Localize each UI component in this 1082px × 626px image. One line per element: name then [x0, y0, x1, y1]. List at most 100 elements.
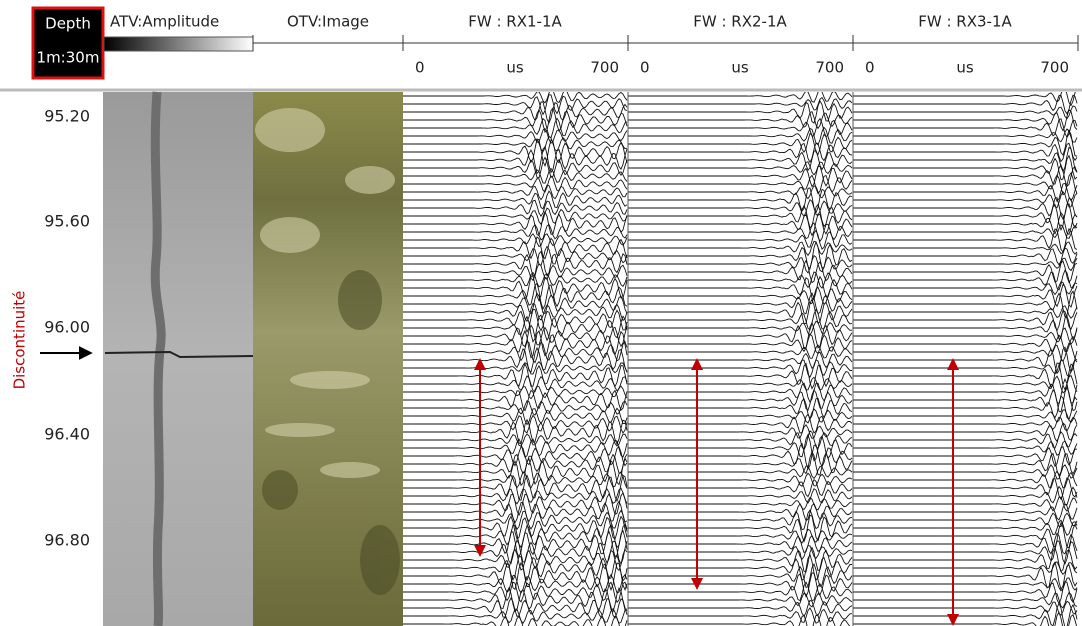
waveform-trace	[628, 126, 853, 146]
waveform-track	[853, 92, 1078, 626]
waveform-trace	[403, 385, 628, 400]
waveform-trace	[628, 161, 853, 176]
waveform-trace	[403, 597, 628, 619]
waveform-trace	[628, 149, 853, 172]
waveform-trace	[853, 577, 1078, 592]
waveform-trace	[628, 413, 853, 434]
waveform-trace	[628, 254, 853, 274]
waveform-trace	[853, 359, 1078, 378]
waveform-trace	[403, 615, 628, 626]
waveform-trace	[853, 580, 1078, 605]
track-scale-label: 700	[590, 59, 619, 77]
waveforms	[403, 92, 1078, 626]
waveform-trace	[853, 422, 1078, 443]
track-scale-label: 0	[640, 59, 650, 77]
waveform-trace	[853, 496, 1078, 512]
waveform-trace	[403, 309, 628, 334]
waveform-trace	[853, 309, 1078, 332]
waveform-trace	[628, 292, 853, 315]
waveform-trace	[403, 407, 628, 426]
waveform-trace	[853, 241, 1078, 255]
waveform-trace	[403, 210, 628, 237]
waveform-trace	[628, 111, 853, 130]
waveform-trace	[853, 502, 1078, 521]
waveform-trace	[403, 314, 628, 343]
waveform-trace	[853, 118, 1078, 139]
waveform-trace	[628, 333, 853, 355]
waveform-trace	[403, 236, 628, 260]
waveform-trace	[403, 271, 628, 288]
waveform-trace	[403, 101, 628, 124]
waveform-trace	[628, 259, 853, 284]
waveform-trace	[853, 470, 1078, 489]
waveform-trace	[853, 211, 1078, 236]
waveform-trace	[853, 342, 1078, 363]
waveform-trace	[403, 107, 628, 133]
waveform-trace	[853, 611, 1077, 626]
waveform-trace	[853, 362, 1078, 391]
waveform-trace	[403, 500, 628, 524]
track-scale-label: 0	[415, 59, 425, 77]
waveform-trace	[628, 572, 853, 598]
waveform-trace	[628, 240, 853, 270]
waveform-trace	[853, 305, 1078, 319]
waveform-trace	[403, 457, 628, 487]
waveform-trace	[628, 117, 853, 138]
waveform-trace	[628, 514, 853, 543]
waveform-trace	[853, 142, 1078, 163]
waveform-trace	[628, 534, 853, 553]
waveform-trace	[403, 127, 628, 144]
waveform-trace	[853, 485, 1078, 506]
waveform-trace	[403, 324, 628, 348]
waveform-trace	[403, 523, 628, 549]
depth-label: 96.00	[44, 318, 90, 337]
waveform-trace	[853, 546, 1078, 573]
waveform-trace	[403, 94, 628, 116]
waveform-trace	[628, 321, 853, 350]
depth-title: Depth	[45, 15, 91, 33]
waveform-trace	[853, 283, 1078, 308]
waveform-trace	[628, 275, 853, 301]
waveform-trace	[628, 382, 853, 404]
waveform-trace	[403, 275, 628, 302]
otv-texture	[255, 108, 395, 478]
waveform-trace	[403, 474, 628, 503]
waveform-trace	[403, 292, 628, 315]
waveform-trace	[853, 512, 1078, 528]
waveform-trace	[628, 222, 853, 243]
waveform-trace	[403, 233, 628, 248]
waveform-trace	[403, 414, 628, 434]
waveform-trace	[628, 165, 853, 188]
waveform-trace	[628, 592, 853, 608]
waveform-trace	[403, 529, 628, 559]
waveform-trace	[628, 359, 853, 378]
waveform-trace	[403, 362, 628, 388]
waveform-trace	[403, 375, 628, 393]
track-scale-label: 0	[865, 59, 875, 77]
waveform-trace	[853, 378, 1078, 405]
waveform-trace	[403, 438, 628, 458]
waveform-trace	[628, 362, 853, 390]
waveform-trace	[403, 360, 628, 375]
waveform-trace	[403, 117, 628, 139]
waveform-trace	[628, 397, 853, 421]
waveform-trace	[628, 240, 853, 257]
waveform-trace	[628, 174, 853, 195]
waveform-trace	[403, 184, 628, 201]
waveform-trace	[628, 478, 853, 498]
waveform-trace	[403, 92, 628, 104]
waveform-trace	[628, 424, 853, 439]
waveform-trace	[628, 388, 853, 411]
waveform-trace	[403, 548, 628, 572]
waveform-trace	[403, 340, 628, 364]
waveform-trace	[403, 190, 628, 210]
discontinuity-label: Discontinuité	[11, 291, 29, 390]
waveform-trace	[853, 452, 1078, 477]
waveform-trace	[403, 471, 628, 489]
waveform-trace	[628, 344, 853, 359]
track-scale-label: us	[731, 59, 749, 77]
waveform-trace	[628, 442, 853, 471]
waveform-trace	[853, 446, 1078, 468]
track-title: FW : RX3-1A	[918, 13, 1012, 31]
